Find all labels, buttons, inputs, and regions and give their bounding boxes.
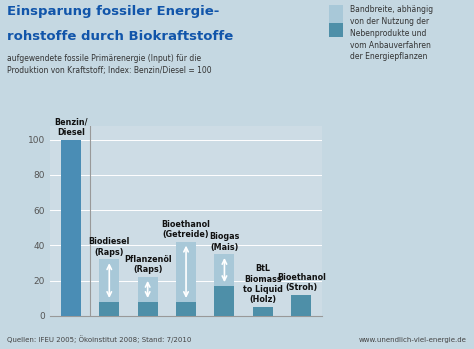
- Bar: [253, 307, 273, 316]
- Bar: [253, 307, 273, 316]
- Text: aufgewendete fossile Primärenergie (Input) für die
Produktion von Kraftstoff; In: aufgewendete fossile Primärenergie (Inpu…: [7, 54, 212, 75]
- Bar: [99, 260, 119, 316]
- Text: Pflanzenöl
(Raps): Pflanzenöl (Raps): [124, 255, 172, 274]
- Text: BtL
Biomass
to Liquid
(Holz): BtL Biomass to Liquid (Holz): [243, 264, 283, 304]
- Text: Biodiesel
(Raps): Biodiesel (Raps): [89, 237, 130, 257]
- Bar: [176, 302, 196, 316]
- Bar: [61, 140, 81, 316]
- Bar: [99, 302, 119, 316]
- Bar: [214, 254, 235, 316]
- Bar: [291, 295, 311, 316]
- Text: Benzin/
Diesel: Benzin/ Diesel: [54, 118, 88, 137]
- Text: Bioethanol
(Stroh): Bioethanol (Stroh): [277, 273, 326, 292]
- Bar: [291, 295, 311, 316]
- Text: Biogas
(Mais): Biogas (Mais): [209, 232, 240, 252]
- Text: Einsparung fossiler Energie-: Einsparung fossiler Energie-: [7, 5, 219, 18]
- Text: Bioethanol
(Getreide): Bioethanol (Getreide): [162, 220, 210, 239]
- Text: Bandbreite, abhängig
von der Nutzung der
Nebenprodukte und
vom Anbauverfahren
de: Bandbreite, abhängig von der Nutzung der…: [350, 5, 433, 61]
- Bar: [176, 242, 196, 316]
- Text: www.unendlich-viel-energie.de: www.unendlich-viel-energie.de: [359, 337, 467, 343]
- Text: rohstoffe durch Biokraftstoffe: rohstoffe durch Biokraftstoffe: [7, 30, 233, 43]
- Bar: [137, 302, 158, 316]
- Text: Quellen: IFEU 2005; Ökoinstitut 2008; Stand: 7/2010: Quellen: IFEU 2005; Ökoinstitut 2008; St…: [7, 335, 191, 343]
- Bar: [214, 286, 235, 316]
- Bar: [137, 277, 158, 316]
